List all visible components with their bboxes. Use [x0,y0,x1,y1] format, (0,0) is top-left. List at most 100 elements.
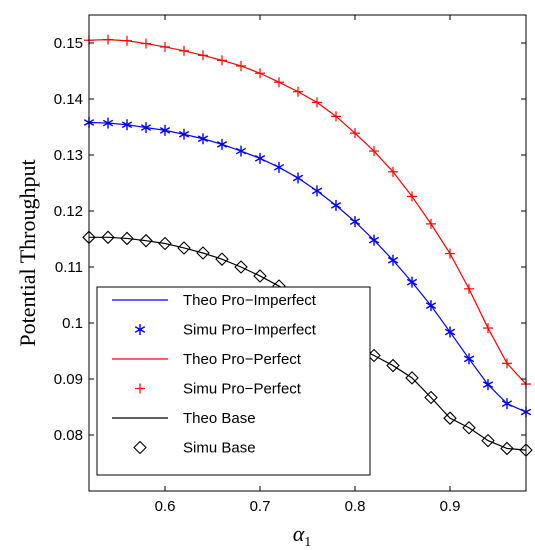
series-2-point-8-stroke-2 [216,141,228,148]
legend-entry-2-label: Simu Pro−Imperfect [183,322,317,339]
series-2-point-6 [178,128,190,140]
series-2-point-20 [444,326,456,338]
series-6-point-4-shape [139,233,153,248]
series-2-point-16-stroke-2 [368,236,380,244]
legend-entry-6-label: Simu Base [183,440,256,457]
legend: Theo Pro−Imperfect Simu Pro−Imperfect Theo… [96,286,371,476]
series-4-point-19 [426,218,436,229]
series-2-point-7-stroke-2 [197,135,209,143]
legend-entry-4-label: Simu Pro−Perfect [183,381,302,398]
series-4-point-8 [217,55,227,66]
y-tick-label-8: 0.15 [54,35,83,52]
series-2-point-6-stroke-2 [178,130,190,138]
series-6-point-22 [481,433,495,448]
series-4-point-22 [483,323,493,334]
series-2-point-10 [254,152,266,164]
series-2-point-18-stroke-2 [406,278,418,286]
series-4-point-4 [141,38,151,49]
series-2-point-14 [330,199,342,211]
series-6-point-7-shape [196,246,210,260]
series-2-point-21 [463,353,475,365]
series-6-point-19-shape [424,390,438,405]
series-4-point-13 [312,97,322,108]
series-4-point-17 [388,166,398,177]
ticks-layer: 0.6 0.7 0.8 0.9 0.08 0.09 0.1 0.11 0.12 0.13 0.14 0… [54,15,526,515]
series-6-point-22-shape [481,433,495,448]
series-2-point-15 [349,216,361,228]
series-2-point-3 [121,119,133,131]
series-2-point-19-stroke-2 [425,302,437,309]
series-4-point-16 [369,146,379,157]
x-axis-label: α1 [293,521,312,550]
series-6-point-20-shape [443,411,457,425]
series-2-point-7 [197,133,209,145]
series-6-point-18 [405,371,419,385]
series-4-point-3 [122,35,132,46]
series-4-point-2 [103,34,113,45]
series-4-point-14 [331,111,341,122]
series-2-point-17-stroke-2 [387,256,399,264]
legend-entries: Theo Pro−Imperfect Simu Pro−Imperfect Theo… [112,292,317,457]
y-tick-label-1: 0.08 [54,427,83,444]
series-2-point-17 [387,254,399,266]
series-6-point-3 [120,231,134,246]
legend-entry-5-label: Theo Base [183,410,256,427]
series-4-point-11 [274,77,284,88]
series-4-point-15 [350,128,360,139]
series-6-point-9 [234,260,248,274]
series-6-point-21-shape [462,420,476,435]
y-tick-label-7: 0.14 [54,91,83,108]
legend-entry-2-swatch-stroke-2 [134,326,146,333]
series-2-point-12-stroke-2 [292,174,304,182]
series-6-point-3-shape [120,231,134,246]
series-4-point-6 [179,45,189,56]
series-4-point-21 [464,283,474,294]
series-6-point-23-shape [500,441,514,456]
series-6-point-20 [443,411,457,425]
y-tick-label-3: 0.1 [62,315,83,332]
series-2-point-20-stroke-2 [444,328,456,336]
series-2-point-13 [311,185,323,197]
series-6-point-5 [158,236,172,251]
x-tick-label-3: 0.8 [345,498,366,515]
series-1-line [88,121,527,413]
legend-entry-4-swatch [135,383,145,394]
series-4-point-9 [236,60,246,71]
series-6-point-2-shape [101,230,115,245]
x-tick-label-1: 0.6 [155,498,176,515]
series-2-point-22 [482,379,494,391]
y-tick-label-4: 0.11 [55,259,83,276]
x-axis-label-subscript: 1 [304,535,311,550]
series-2-point-14-stroke-2 [330,202,342,209]
y-axis-label: Potential Throughput [15,159,40,346]
series-6-point-21 [462,420,476,435]
series-4-point-7 [198,50,208,61]
series-6-point-7 [196,246,210,260]
series-6-point-2 [101,230,115,245]
series-4-point-10 [255,68,265,79]
series-2-point-9 [235,145,247,157]
series-2-point-16 [368,234,380,246]
series-6-point-23 [500,441,514,456]
series-4-point-23 [502,358,512,369]
y-tick-label-5: 0.12 [54,203,83,220]
series-6-point-8 [215,252,229,266]
series-6-point-4 [139,233,153,248]
series-2-point-9-stroke-2 [235,147,247,155]
series-6-point-8-shape [215,252,229,266]
legend-entry-1-label: Theo Pro−Imperfect [183,292,317,309]
series-6-point-17-shape [386,358,400,373]
series-2-point-13-stroke-2 [311,187,323,195]
series-4-point-18 [407,191,417,202]
series-2-point-4-stroke-2 [140,124,152,131]
series-2-point-22-stroke-2 [482,381,494,388]
series-2-point-4 [140,122,152,134]
series-6-point-19 [424,390,438,405]
series-2-point-19 [425,300,437,312]
series-2-point-3-stroke-2 [121,121,133,129]
series-4-point-20 [445,248,455,259]
series-6-point-6 [177,241,191,255]
x-tick-label-2: 0.7 [250,498,271,515]
series-6-point-6-shape [177,241,191,255]
